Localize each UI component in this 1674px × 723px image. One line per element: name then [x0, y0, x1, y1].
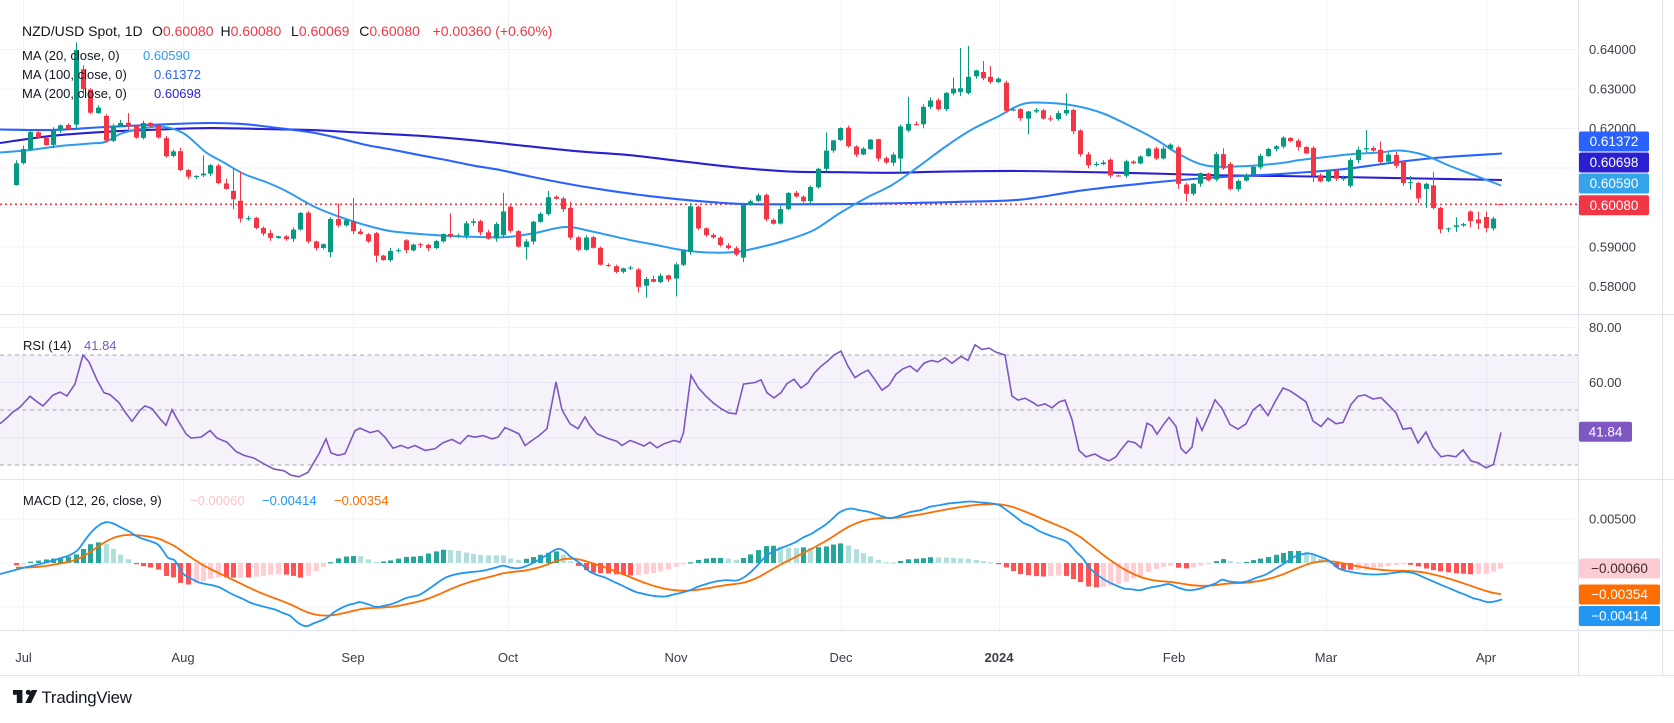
svg-text:Oct: Oct	[498, 650, 519, 665]
svg-text:0.60590: 0.60590	[143, 48, 190, 63]
svg-text:0.61372: 0.61372	[154, 67, 201, 82]
svg-text:80.00: 80.00	[1589, 320, 1622, 335]
svg-text:Feb: Feb	[1163, 650, 1185, 665]
svg-text:0.58000: 0.58000	[1589, 279, 1636, 294]
svg-text:Dec: Dec	[829, 650, 853, 665]
svg-text:41.84: 41.84	[1589, 424, 1623, 439]
svg-text:0.63000: 0.63000	[1589, 82, 1636, 97]
svg-text:0.64000: 0.64000	[1589, 42, 1636, 57]
svg-text:−0.00414: −0.00414	[1591, 609, 1648, 624]
svg-text:RSI (14): RSI (14)	[23, 338, 71, 353]
svg-text:Aug: Aug	[171, 650, 194, 665]
svg-text:O0.60080 H0.60080 L0.60069 C: O0.60080 H0.60080 L0.60069 C0.60080 +0.0…	[152, 23, 552, 39]
svg-text:2024: 2024	[985, 650, 1015, 665]
svg-text:Sep: Sep	[341, 650, 364, 665]
svg-text:MACD (12, 26, close, 9): MACD (12, 26, close, 9)	[23, 493, 162, 508]
svg-text:0.61372: 0.61372	[1590, 134, 1639, 149]
svg-text:−0.00414: −0.00414	[262, 493, 317, 508]
svg-text:MA (200, close, 0): MA (200, close, 0)	[22, 86, 127, 101]
svg-text:TradingView: TradingView	[42, 688, 133, 707]
svg-text:Mar: Mar	[1315, 650, 1338, 665]
svg-text:−0.00060: −0.00060	[190, 493, 245, 508]
svg-text:60.00: 60.00	[1589, 375, 1622, 390]
svg-text:−0.00354: −0.00354	[1591, 587, 1648, 602]
svg-text:Apr: Apr	[1476, 650, 1497, 665]
svg-text:Jul: Jul	[15, 650, 32, 665]
svg-text:0.00500: 0.00500	[1589, 512, 1636, 527]
svg-text:NZD/USD Spot, 1D: NZD/USD Spot, 1D	[22, 23, 143, 39]
svg-text:0.59000: 0.59000	[1589, 240, 1636, 255]
svg-text:0.60080: 0.60080	[1590, 198, 1639, 213]
svg-text:0.60590: 0.60590	[1590, 176, 1639, 191]
svg-text:MA (20, close, 0): MA (20, close, 0)	[22, 48, 120, 63]
svg-text:MA (100, close, 0): MA (100, close, 0)	[22, 67, 127, 82]
svg-text:−0.00060: −0.00060	[1591, 561, 1648, 576]
svg-text:−0.00354: −0.00354	[334, 493, 389, 508]
svg-text:41.84: 41.84	[84, 338, 117, 353]
svg-text:0.60698: 0.60698	[154, 86, 201, 101]
svg-text:0.60698: 0.60698	[1590, 155, 1639, 170]
svg-text:Nov: Nov	[664, 650, 688, 665]
